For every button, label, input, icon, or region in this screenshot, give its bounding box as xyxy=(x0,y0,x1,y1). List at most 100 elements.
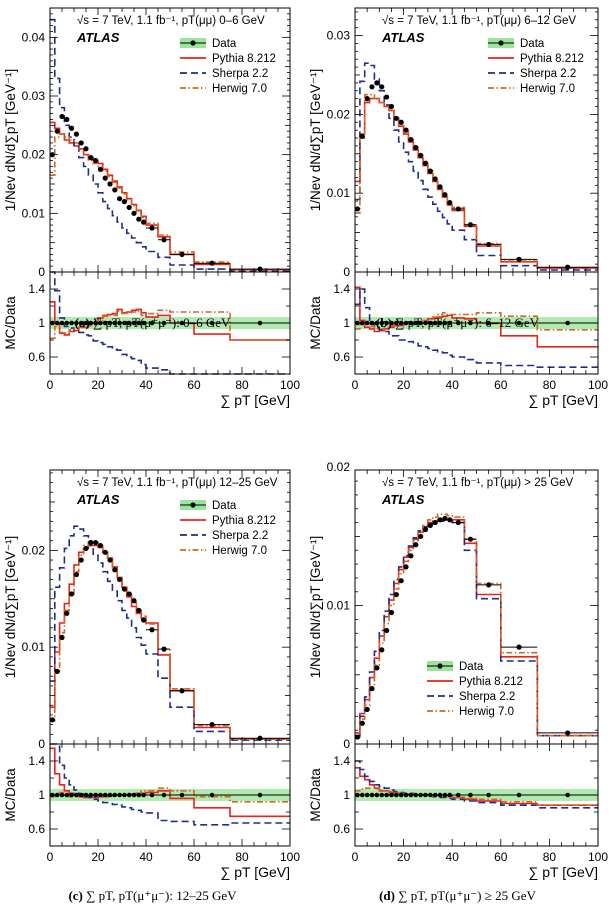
ratio-data-point xyxy=(432,792,438,798)
ratio-data-point xyxy=(179,792,185,798)
ratio-line-sherpa xyxy=(50,743,290,826)
ratio-data-point xyxy=(437,320,443,326)
data-point xyxy=(49,717,56,723)
ratio-line-sherpa xyxy=(50,271,290,375)
y-tick-label: 0.02 xyxy=(327,460,351,474)
data-point xyxy=(486,582,492,588)
y-tick-label: 0.01 xyxy=(327,599,351,613)
data-point xyxy=(54,668,60,674)
panel-b: 0 20 40 60 80 100∑ pT [GeV] 0 0.01 0.02 0.03 0.6 1 1… xyxy=(308,7,608,408)
ratio-data-point xyxy=(257,792,263,798)
data-point xyxy=(107,181,113,187)
legend-data-marker xyxy=(498,40,504,46)
ratio-data-point xyxy=(369,792,375,798)
ratio-data-point xyxy=(69,320,74,326)
ratio-data-point xyxy=(516,792,522,798)
ratio-data-point xyxy=(78,320,84,326)
data-point xyxy=(112,567,118,573)
y-tick-label: 0 xyxy=(343,265,350,279)
data-point xyxy=(107,557,113,563)
ratio-data-point xyxy=(93,792,98,798)
data-point xyxy=(455,206,461,212)
data-point xyxy=(149,225,155,231)
data-point xyxy=(136,607,142,613)
ratio-data-point xyxy=(486,792,491,798)
y-tick-label: 0.01 xyxy=(327,186,351,200)
ratio-data-point xyxy=(468,792,473,798)
ratio-tick-label: 1.4 xyxy=(28,282,45,296)
x-tick-label: 80 xyxy=(235,378,249,392)
ratio-axis-label: MC/Data xyxy=(3,296,18,350)
ratio-data-point xyxy=(516,320,522,326)
ratio-data-point xyxy=(565,792,570,798)
data-point xyxy=(379,84,385,90)
x-tick-label: 60 xyxy=(494,378,508,392)
y-tick-label: 0.04 xyxy=(22,30,46,44)
y-tick-label: 0.01 xyxy=(22,206,46,220)
ratio-data-point xyxy=(126,320,132,326)
data-point xyxy=(59,113,65,120)
caption-a-letter: (a) xyxy=(74,315,90,330)
ratio-data-point xyxy=(418,320,423,326)
ratio-tick-label: 1 xyxy=(343,788,350,802)
data-point xyxy=(131,210,137,216)
y-tick-label: 0.01 xyxy=(22,640,46,654)
y-tick-label: 0.03 xyxy=(327,29,351,43)
legend-label-herwig: Herwig 7.0 xyxy=(459,706,514,718)
ratio-data-point xyxy=(394,320,399,326)
data-point xyxy=(403,127,409,133)
legend-label-pythia: Pythia 8.212 xyxy=(520,53,584,65)
legend-label-pythia: Pythia 8.212 xyxy=(459,676,523,688)
x-tick-label: 0 xyxy=(352,378,359,392)
caption-c-letter: (c) xyxy=(68,888,83,903)
ratio-data-point xyxy=(78,792,84,798)
data-point xyxy=(161,646,167,652)
ratio-data-point xyxy=(69,792,74,798)
ratio-data-point xyxy=(161,320,167,326)
ratio-line-pythia xyxy=(50,747,290,818)
ratio-tick-label: 0.6 xyxy=(28,350,45,364)
x-tick-label: 0 xyxy=(47,378,54,392)
ratio-data-point xyxy=(59,792,65,798)
ratio-tick-label: 1.4 xyxy=(28,754,45,768)
caption-b-text: ∑ pT, pT(μ⁺μ⁻): 6–12 GeV xyxy=(391,315,540,330)
ratio-data-point xyxy=(394,792,399,798)
x-tick-label: 0 xyxy=(352,850,359,864)
series-line-sherpa xyxy=(355,62,598,271)
legend-label-sherpa: Sherpa 2.2 xyxy=(459,691,515,703)
ratio-data-point xyxy=(486,320,491,326)
x-tick-label: 60 xyxy=(494,850,508,864)
data-point xyxy=(73,571,79,578)
ratio-data-point xyxy=(398,792,404,798)
data-point xyxy=(374,80,380,86)
ratio-data-point xyxy=(403,320,409,326)
data-point xyxy=(93,157,99,164)
legend-label-herwig: Herwig 7.0 xyxy=(212,545,267,557)
ratio-data-point xyxy=(423,792,428,798)
ratio-data-point xyxy=(257,320,263,326)
data-point xyxy=(379,647,385,653)
data-point xyxy=(388,103,395,110)
ratio-data-point xyxy=(455,792,461,798)
ratio-axis-label: MC/Data xyxy=(308,296,323,350)
ratio-data-point xyxy=(408,792,414,798)
data-point xyxy=(413,542,419,548)
data-point xyxy=(369,686,375,692)
x-tick-label: 40 xyxy=(139,850,153,864)
ratio-data-point xyxy=(122,792,127,798)
x-tick-label: 60 xyxy=(187,378,201,392)
legend-label-data: Data xyxy=(459,661,484,673)
ratio-data-point xyxy=(379,792,385,798)
data-point xyxy=(136,216,142,222)
x-tick-label: 80 xyxy=(235,850,249,864)
ratio-data-point xyxy=(364,792,370,798)
ratio-data-point xyxy=(565,320,570,326)
energy-annotation: √s = 7 TeV, 1.1 fb⁻¹, pT(μμ) > 25 GeV xyxy=(382,476,574,489)
data-point xyxy=(209,722,215,728)
ratio-data-point xyxy=(102,792,108,798)
ratio-tick-label: 1 xyxy=(38,316,45,330)
data-point xyxy=(486,241,492,248)
x-axis-label: ∑ pT [GeV] xyxy=(220,392,290,408)
main-frame xyxy=(49,7,291,273)
series-line-herwig xyxy=(50,133,290,271)
